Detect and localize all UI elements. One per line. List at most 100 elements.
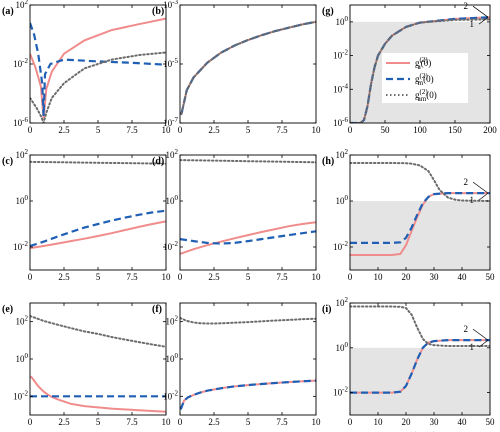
y-tick-label: 102 (166, 148, 179, 160)
x-tick-label: 50 (486, 272, 496, 282)
y-tick-label: 100 (16, 194, 29, 206)
series-line-m (30, 22, 166, 117)
y-tick-label: 10-7 (163, 116, 178, 128)
y-tick-label: 10-2 (333, 49, 348, 61)
legend-label-m: g(2) m(0) (415, 72, 434, 87)
annotation-1: 1 (470, 19, 475, 29)
x-tick-label: 50 (381, 125, 391, 135)
x-tick-label: 10 (162, 272, 172, 282)
y-tick-label: 102 (336, 148, 349, 160)
x-tick-label: 5 (96, 272, 101, 282)
curve-annotations: 21 (464, 1, 489, 29)
series-line-a (30, 17, 166, 119)
panel-a: 0 2.5 5 7.5 10 10-6 10-2 102(a) (2, 0, 171, 135)
axes-frame (349, 302, 491, 416)
y-tick-label: 102 (16, 315, 29, 327)
x-tick-label: 0 (348, 272, 353, 282)
y-tick-label: 10-2 (163, 389, 178, 401)
x-tick-label: 5 (246, 125, 251, 135)
x-tick-label: 10 (374, 272, 384, 282)
panel-label: (d) (152, 156, 164, 167)
x-tick-label: 10 (312, 417, 322, 427)
axes-frame (349, 154, 491, 271)
x-tick-label: 5 (246, 417, 251, 427)
curve-annotations: 21 (464, 177, 489, 205)
panel-label: (h) (322, 156, 334, 167)
x-tick-label: 100 (413, 125, 427, 135)
x-tick-label: 7.5 (126, 125, 138, 135)
x-tick-label: 10 (312, 272, 322, 282)
x-tick-label: 10 (162, 125, 172, 135)
legend-label-a: g(2) a(0) (415, 56, 431, 71)
x-tick-label: 0 (28, 125, 33, 135)
x-tick-label: 0 (348, 125, 353, 135)
series-line-a (30, 220, 166, 250)
y-tick-label: 10-6 (13, 116, 28, 128)
x-tick-label: 7.5 (276, 125, 288, 135)
x-tick-label: 7.5 (126, 272, 138, 282)
x-tick-label: 0 (178, 272, 183, 282)
x-tick-label: 30 (430, 417, 440, 427)
x-tick-label: 0 (178, 125, 183, 135)
x-tick-label: 5 (96, 417, 101, 427)
series-line-a (180, 379, 316, 410)
x-tick-label: 0 (28, 272, 33, 282)
x-tick-label: 10 (312, 125, 322, 135)
panel-label: (g) (322, 6, 334, 17)
y-tick-label: 100 (166, 352, 179, 364)
y-tick-label: 10-3 (163, 0, 178, 10)
x-tick-label: 10 (374, 417, 384, 427)
x-tick-label: 0 (178, 417, 183, 427)
y-tick-label: 100 (16, 352, 29, 364)
axes-frame (29, 302, 167, 416)
series-line-am (180, 20, 316, 116)
panel-f: 0 2.5 5 7.5 10 10-2 100 102 (f) γ/κm (152, 302, 322, 432)
x-tick-label: 5 (246, 272, 251, 282)
series-line-a (30, 375, 166, 413)
x-tick-label: 150 (448, 125, 462, 135)
series-line-am (350, 162, 490, 202)
panel-d: 0 2.5 5 7.5 10 10-2 100 102(d) (152, 148, 321, 282)
curve-annotations: 21 (464, 324, 489, 352)
x-tick-label: 200 (483, 125, 497, 135)
y-tick-label: 100 (336, 15, 349, 27)
x-tick-label: 40 (458, 417, 468, 427)
x-tick-label: 10 (162, 417, 172, 427)
annotation-1: 1 (470, 342, 475, 352)
series-line-m (350, 339, 490, 394)
x-tick-label: 5 (96, 125, 101, 135)
x-tick-label: 2.5 (58, 417, 70, 427)
series-line-am (30, 51, 166, 123)
annotation-2: 2 (464, 177, 469, 187)
shaded-region (350, 347, 490, 415)
y-tick-label: 10-5 (163, 57, 178, 69)
y-tick-label: 10-2 (333, 386, 348, 398)
panel-label: (b) (152, 6, 164, 17)
x-tick-label: 50 (486, 417, 496, 427)
y-tick-label: 100 (336, 194, 349, 206)
panel-e: 0 2.5 5 7.5 10 10-2 100 102(e) κa/κm (2, 302, 172, 432)
x-tick-label: 30 (430, 272, 440, 282)
series-line-am (30, 160, 166, 165)
x-tick-label: 7.5 (276, 272, 288, 282)
series-line-m (350, 192, 490, 244)
panel-label: (f) (152, 304, 162, 315)
y-tick-label: 100 (166, 194, 179, 206)
annotation-2: 2 (464, 1, 469, 11)
x-tick-label: 2.5 (58, 272, 70, 282)
x-tick-label: 20 (402, 417, 412, 427)
series-line-a (180, 221, 316, 255)
x-tick-label: 7.5 (276, 417, 288, 427)
y-tick-label: 10-2 (13, 389, 28, 401)
panel-i: 0 10 20 30 40 50 10-2 100 102 (i) T (mK) 21 (322, 296, 495, 432)
y-tick-label: 10-4 (333, 82, 348, 94)
panel-c: 0 2.5 5 7.5 10 10-2 100 102(c) (2, 148, 171, 282)
axes-frame (179, 4, 317, 124)
x-axis-label: γ/κm (239, 430, 258, 432)
y-tick-label: 10-2 (13, 240, 28, 252)
legend: g(2) a(0)g(2) m(0)g(2) am(0) (382, 53, 468, 103)
x-tick-label: 20 (402, 272, 412, 282)
x-tick-label: 2.5 (58, 125, 70, 135)
series-line-am (180, 159, 316, 164)
